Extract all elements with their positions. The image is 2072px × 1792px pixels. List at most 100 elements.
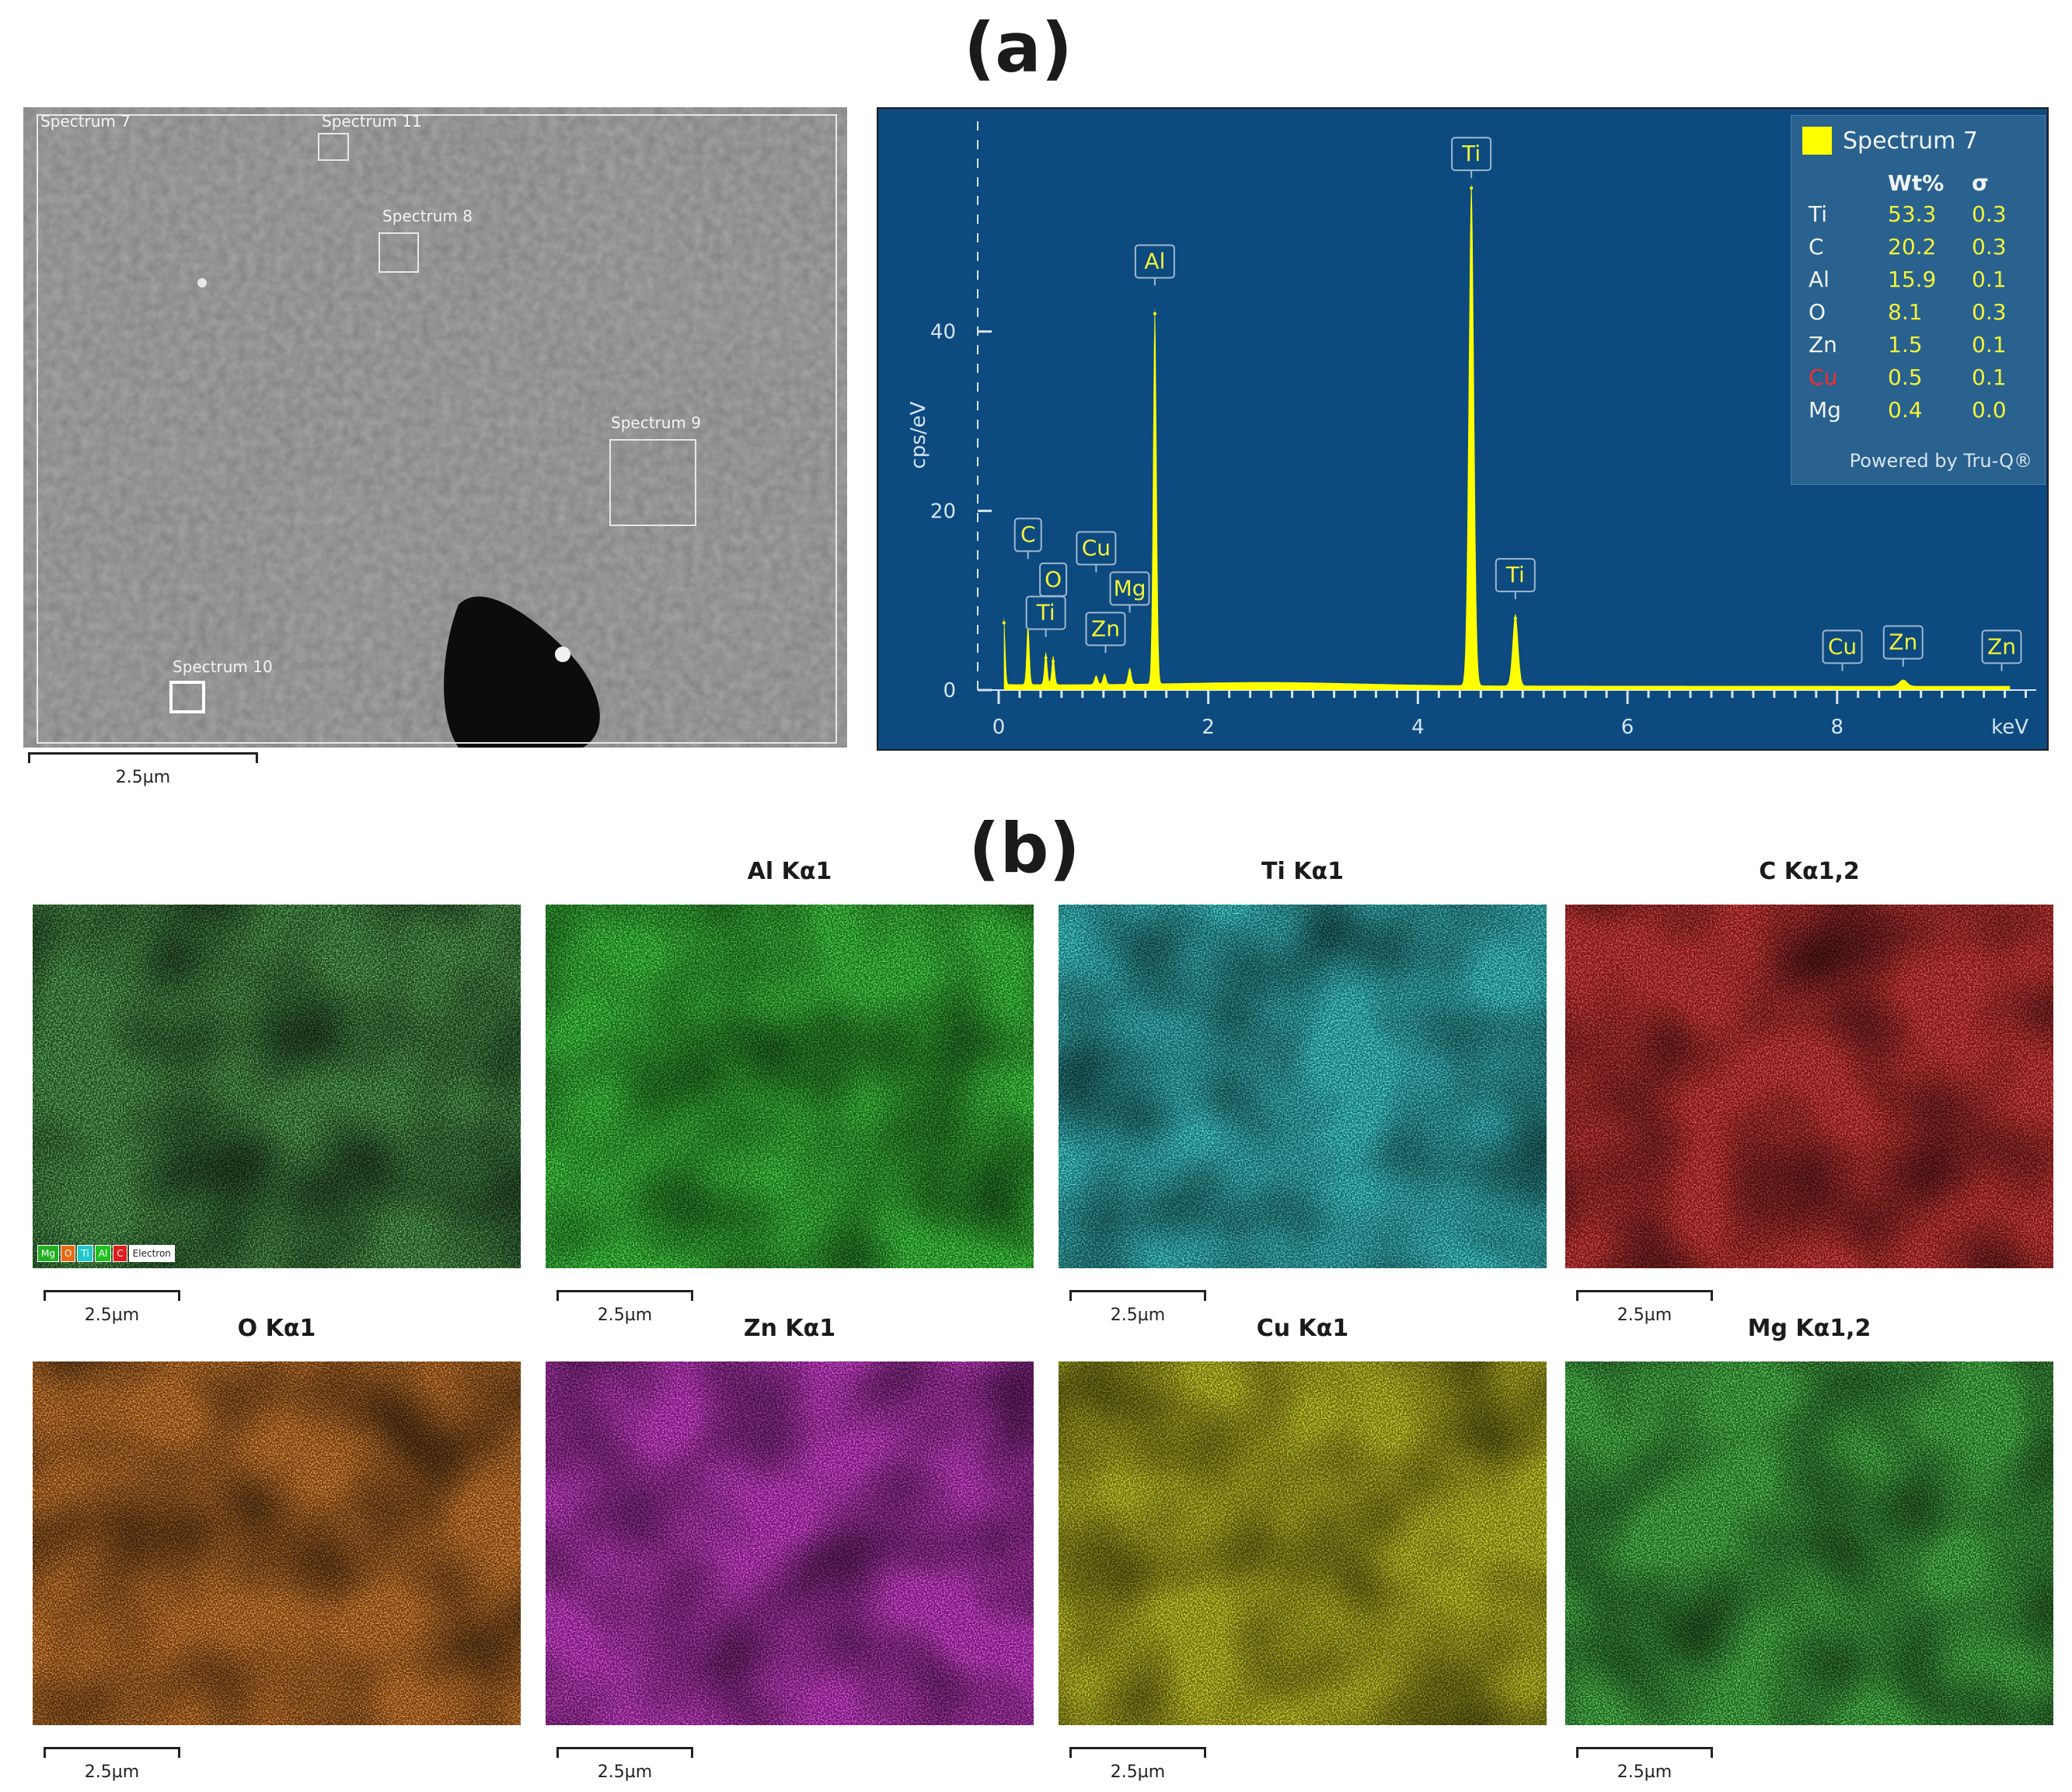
table-footer: Powered by Tru-Q® <box>1849 450 2032 472</box>
peak-label: Zn <box>1882 625 1924 667</box>
scale-bar: 2.5µm <box>556 1747 693 1782</box>
sem-micrograph: Spectrum 7 Spectrum 11 Spectrum 8 Spectr… <box>23 107 847 748</box>
element-symbol: Al <box>1809 267 1830 292</box>
legend-entry: Mg <box>37 1245 59 1262</box>
scale-bar-label: 2.5µm <box>1110 1762 1166 1782</box>
peak-label: C <box>1013 518 1042 560</box>
element-map <box>1059 905 1547 1268</box>
legend-entry: Ti <box>77 1245 93 1262</box>
spectrum-peak <box>1103 678 1107 682</box>
spectrum-peak <box>1470 187 1474 190</box>
sigma-value: 0.3 <box>1972 234 2007 260</box>
svg-text:Zn: Zn <box>1091 615 1120 641</box>
spectrum-peak <box>1513 616 1517 620</box>
svg-text:O: O <box>1045 567 1062 592</box>
element-symbol: Mg <box>1809 397 1841 423</box>
element-map <box>1059 1361 1547 1725</box>
svg-text:Zn: Zn <box>1889 629 1917 655</box>
wt-value: 53.3 <box>1888 201 1937 227</box>
legend-entry: O <box>60 1245 76 1262</box>
element-map <box>1565 1361 2053 1725</box>
sigma-value: 0.1 <box>1972 364 2007 390</box>
x-tick-label: 8 <box>1831 716 1844 739</box>
peak-label: Ti <box>1025 595 1066 637</box>
svg-text:Cu: Cu <box>1082 535 1111 561</box>
scale-bar: 2.5µm <box>1576 1747 1713 1782</box>
svg-text:Ti: Ti <box>1505 562 1525 587</box>
legend-entry: Al <box>94 1245 112 1262</box>
spectrum-swatch <box>1802 127 1832 155</box>
y-tick-label: 40 <box>930 321 956 344</box>
element-symbol: Ti <box>1809 201 1828 227</box>
svg-text:Mg: Mg <box>1114 575 1146 601</box>
map-title: O Kα1 <box>237 1315 316 1342</box>
scale-bar-label: 2.5µm <box>597 1306 653 1325</box>
svg-text:Ti: Ti <box>1461 141 1481 166</box>
spectrum-peak <box>1052 660 1055 664</box>
sem-box-label: Spectrum 11 <box>322 112 422 131</box>
wt-value: 8.1 <box>1888 299 1923 325</box>
element-symbol: Zn <box>1809 332 1837 357</box>
sem-box-label: Spectrum 9 <box>611 413 701 432</box>
scale-bar-label: 2.5µm <box>597 1762 653 1782</box>
element-map <box>546 905 1034 1268</box>
svg-text:Al: Al <box>1144 248 1165 274</box>
x-axis-label: keV <box>1991 716 2028 739</box>
scale-bar: 2.5µm <box>44 1290 180 1325</box>
quantification-table: Spectrum 7 Wt% σ Ti 53.3 0.3 C 20.2 0.3 Al 15.9… <box>1791 115 2046 485</box>
x-tick-label: 6 <box>1621 716 1634 739</box>
scale-bar-label: 2.5µm <box>84 1762 140 1782</box>
element-symbol: C <box>1809 234 1824 260</box>
scale-bar: 2.5µm <box>28 752 258 787</box>
element-map <box>33 1361 521 1725</box>
table-title: Spectrum 7 <box>1843 127 1978 155</box>
y-tick-label: 0 <box>943 679 956 703</box>
sigma-value: 0.3 <box>1972 299 2007 325</box>
y-tick-label: 20 <box>930 500 956 523</box>
wt-value: 0.5 <box>1888 364 1923 390</box>
wt-value: 20.2 <box>1888 234 1937 260</box>
svg-text:C: C <box>1020 521 1036 547</box>
spectrum-peak <box>1002 621 1006 625</box>
wt-value: 0.4 <box>1888 397 1923 423</box>
wt-value: 15.9 <box>1888 267 1937 292</box>
sem-box-label: Spectrum 10 <box>173 657 273 676</box>
spectrum-peak <box>1901 682 1905 685</box>
element-map <box>1565 905 2053 1268</box>
scale-bar: 2.5µm <box>1069 1747 1206 1782</box>
legend-entry: C <box>113 1245 127 1262</box>
spectrum-peak <box>1094 679 1098 683</box>
eds-spectrum-chart: 0 2 4 6 8 0 20 40 keV cps/eV C O Ti Cu Zn Mg Al Ti Ti Cu Zn Z… <box>877 107 2049 751</box>
scale-bar: 2.5µm <box>556 1290 693 1325</box>
sigma-value: 0.1 <box>1972 332 2007 357</box>
scale-bar-label: 2.5µm <box>1617 1306 1673 1325</box>
spectrum-peak <box>1128 672 1132 676</box>
map-title: Ti Kα1 <box>1261 858 1344 885</box>
x-tick-label: 4 <box>1411 716 1425 739</box>
scale-bar-label: 2.5µm <box>84 1306 140 1325</box>
sigma-value: 0.3 <box>1972 201 2007 227</box>
y-axis-label: cps/eV <box>907 401 930 469</box>
scale-bar-label: 2.5µm <box>1617 1762 1673 1782</box>
peak-label: Zn <box>1981 629 2022 671</box>
sem-texture <box>23 107 847 748</box>
element-map <box>546 1361 1034 1725</box>
x-tick-label: 2 <box>1202 716 1215 739</box>
map-title: Al Kα1 <box>747 858 832 885</box>
col-wt-header: Wt% <box>1888 170 1945 196</box>
peak-label: Cu <box>1076 531 1117 573</box>
x-tick-label: 0 <box>992 716 1006 739</box>
legend-entry: Electron <box>128 1245 175 1262</box>
peak-label: Ti <box>1495 558 1536 600</box>
element-symbol: Cu <box>1809 364 1838 390</box>
map-title: Cu Kα1 <box>1256 1315 1349 1342</box>
wt-value: 1.5 <box>1888 332 1923 357</box>
svg-text:Zn: Zn <box>1987 633 2016 659</box>
peak-label: Zn <box>1085 612 1126 654</box>
map-title: Zn Kα1 <box>743 1315 836 1342</box>
scale-bar-label: 2.5µm <box>115 768 171 787</box>
element-symbol: O <box>1809 299 1826 325</box>
spectrum-peak <box>1153 312 1156 316</box>
panel-a-label: (a) <box>964 8 1073 88</box>
